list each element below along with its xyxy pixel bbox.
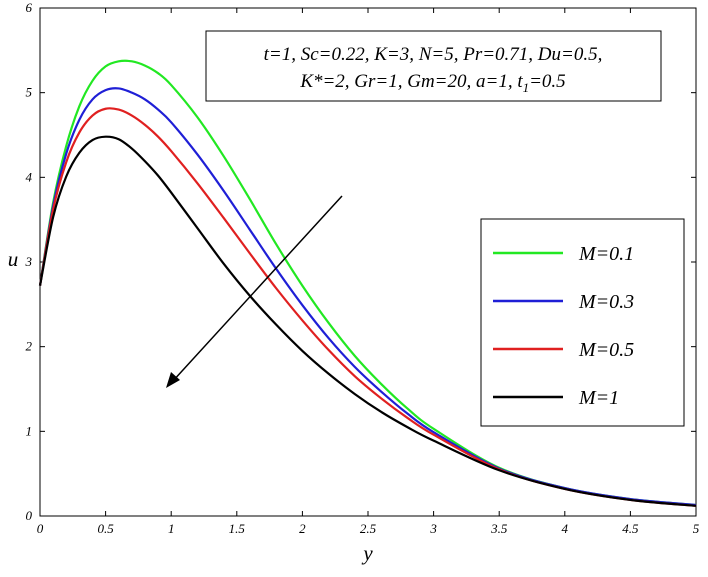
parameters-line-1: t=1, Sc=0.22, K=3, N=5, Pr=0.71, Du=0.5, (264, 44, 603, 65)
parameters-line-2-sub: 1 (523, 80, 530, 95)
y-tick-label: 2 (26, 339, 33, 354)
x-tick-label: 5 (693, 521, 700, 536)
x-tick-label: 3 (429, 521, 437, 536)
x-tick-label: 2 (299, 521, 306, 536)
y-tick-label: 0 (26, 508, 33, 523)
axis-ticks (39, 7, 697, 517)
x-tick-label: 0 (37, 521, 44, 536)
trend-arrow (166, 195, 343, 388)
legend-label: M=0.3 (578, 291, 634, 313)
y-tick-label: 6 (26, 0, 33, 15)
y-tick-label: 5 (26, 85, 33, 100)
series-line-m-0-3 (38, 87, 697, 507)
x-tick-label: 3.5 (490, 521, 508, 536)
legend-items: M=0.1 M=0.3 M=0.5 M=1 (493, 243, 634, 409)
parameters-line-2-main: K*=2, Gr=1, Gm=20, a=1, t (299, 71, 523, 92)
parameters-line-2: K*=2, Gr=1, Gm=20, a=1, t1=0.5 (299, 71, 565, 95)
tick-labels: 0 0.5 1 1.5 2 2.5 3 3.5 4 4.5 5 0 1 2 3 4 5 6 (25, 0, 700, 536)
x-tick-label: 4.5 (622, 521, 639, 536)
y-tick-label: 4 (26, 169, 33, 184)
x-tick-label: 2.5 (360, 521, 377, 536)
x-tick-label: 0.5 (97, 521, 114, 536)
legend-label: M=1 (578, 387, 619, 409)
legend-label: M=0.1 (578, 243, 634, 265)
series-line-m-0-5 (38, 107, 697, 507)
x-tick-label: 1.5 (229, 521, 246, 536)
series-line-m-0-1 (38, 59, 697, 507)
x-axis-label: y (361, 541, 373, 565)
series-lines (38, 59, 697, 507)
parameters-line-2-tail: =0.5 (529, 71, 566, 92)
series-line-m-1 (38, 135, 697, 507)
y-tick-label: 1 (26, 423, 33, 438)
y-axis-label: u (8, 247, 19, 271)
x-tick-label: 4 (562, 521, 569, 536)
legend-label: M=0.5 (578, 339, 634, 361)
y-tick-label: 3 (25, 254, 33, 269)
parameters-box: t=1, Sc=0.22, K=3, N=5, Pr=0.71, Du=0.5,… (205, 30, 662, 102)
legend: M=0.1 M=0.3 M=0.5 M=1 (480, 218, 685, 427)
x-tick-label: 1 (168, 521, 175, 536)
